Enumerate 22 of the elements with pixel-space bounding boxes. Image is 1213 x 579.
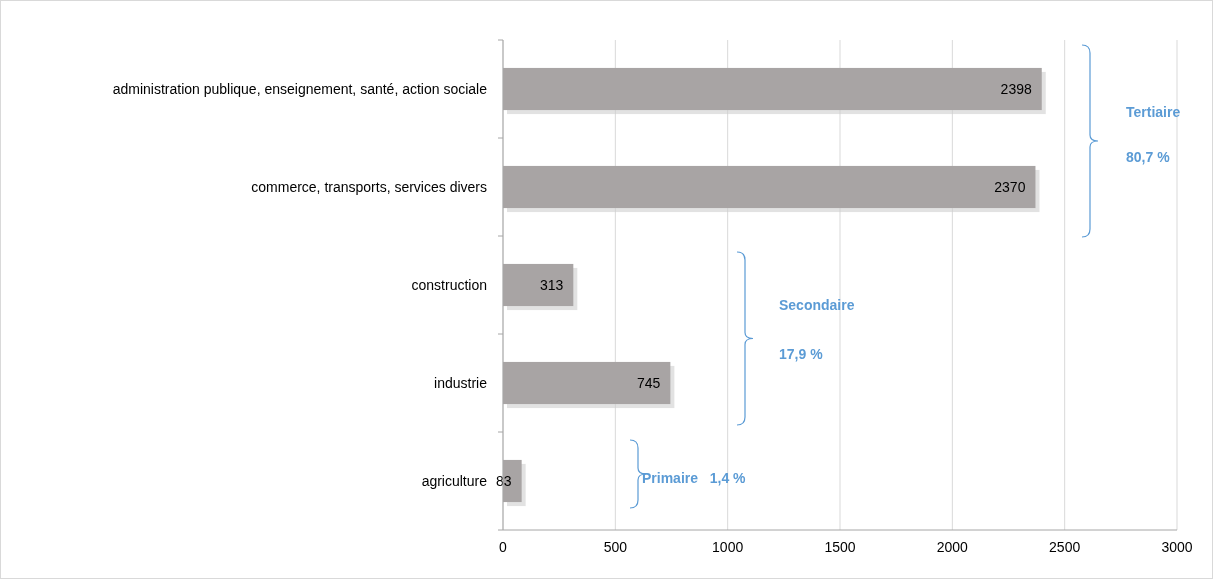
x-tick-label: 3000 xyxy=(1161,539,1193,555)
x-tick-label: 2500 xyxy=(1049,539,1081,555)
y-tick-label: administration publique, enseignement, santé, action sociale xyxy=(112,80,488,97)
x-tick-label: 0 xyxy=(499,539,508,555)
annotation: Secondaire xyxy=(779,297,855,313)
x-tick-label: 1500 xyxy=(824,539,856,555)
y-tick-label: construction xyxy=(411,276,487,293)
annotation: Primaire 1,4 % xyxy=(642,470,747,486)
y-tick-label: agriculture xyxy=(421,472,488,489)
data-label: 745 xyxy=(637,374,661,391)
annotation: 17,9 % xyxy=(779,346,824,362)
x-tick-label: 1000 xyxy=(712,539,744,555)
annotation: Tertiaire xyxy=(1126,104,1181,120)
x-tick-label: 2000 xyxy=(936,539,969,555)
data-label: 2398 xyxy=(1000,80,1032,97)
x-tick-label: 500 xyxy=(603,539,628,555)
y-tick-label: commerce, transports, services divers xyxy=(251,178,487,195)
annotation: 80,7 % xyxy=(1126,149,1171,165)
data-label: 313 xyxy=(539,276,564,293)
data-label: 83 xyxy=(496,472,512,489)
y-tick-label: industrie xyxy=(434,374,488,391)
data-label: 2370 xyxy=(994,178,1026,195)
